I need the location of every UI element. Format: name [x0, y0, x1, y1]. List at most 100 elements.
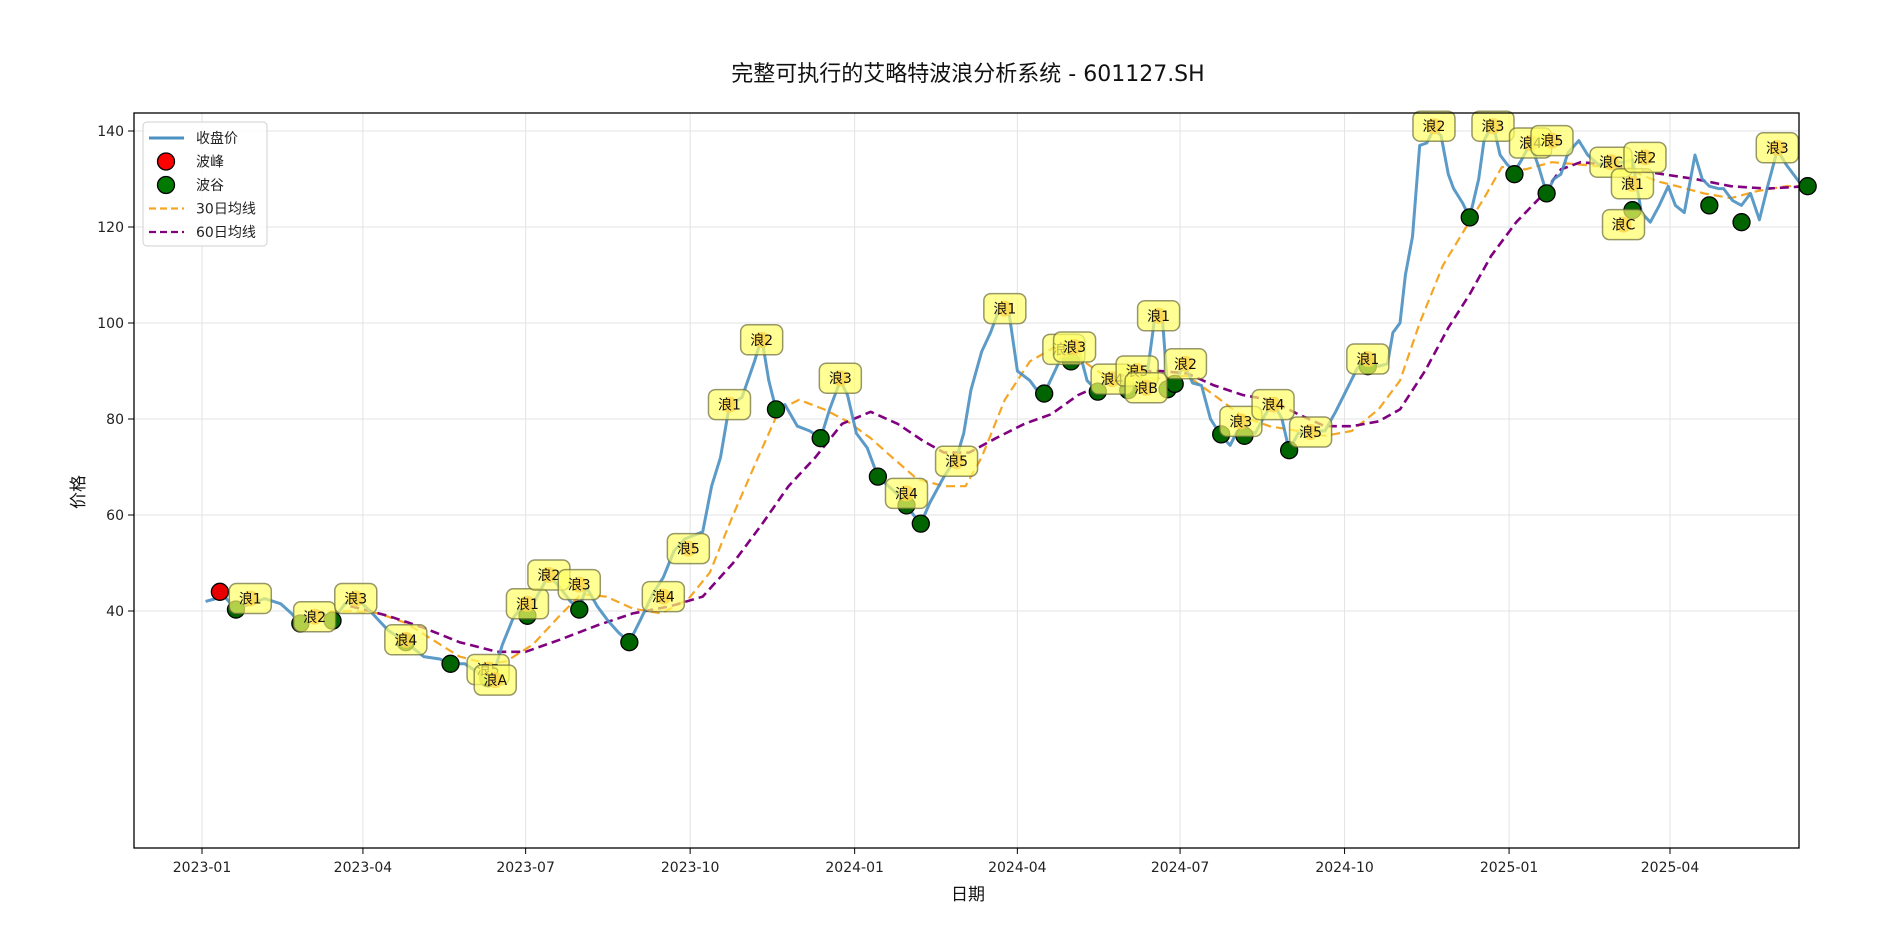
- wave-label-box: [1601, 208, 1646, 241]
- wave-label-box: [1530, 124, 1574, 157]
- wave-label: 浪2: [739, 324, 784, 356]
- legend-label: 60日均线: [196, 225, 256, 241]
- wave-label-box: [707, 388, 752, 421]
- wave-label-text: 浪5: [677, 542, 700, 558]
- wave-label-box: [292, 601, 337, 633]
- y-tick-label: 80: [106, 412, 124, 428]
- trough-marker: [570, 600, 589, 619]
- wave-label: 浪5: [934, 445, 979, 477]
- wave-label-box: [1755, 132, 1800, 164]
- wave-label: 浪1: [1136, 300, 1181, 332]
- trough-marker: [1700, 196, 1719, 215]
- wave-label: 浪1: [707, 388, 752, 421]
- wave-label-box: [1471, 110, 1515, 142]
- wave-label-text: 浪B: [1134, 381, 1158, 397]
- wave-label: 浪3: [1755, 132, 1800, 164]
- wave-label-box: [1163, 348, 1208, 380]
- x-tick-label: 2024-04: [988, 860, 1047, 876]
- wave-label-text: 浪3: [344, 592, 367, 608]
- wave-label-box: [1219, 405, 1263, 438]
- x-tick-label: 2024-10: [1315, 860, 1374, 876]
- legend-label: 波谷: [196, 178, 224, 194]
- wave-label-box: [739, 324, 784, 356]
- trough-marker: [441, 654, 460, 673]
- wave-label-text: 浪1: [239, 592, 262, 608]
- wave-label-text: 浪1: [516, 597, 539, 613]
- wave-label: 浪3: [1052, 331, 1097, 363]
- wave-label-text: 浪5: [1541, 134, 1564, 150]
- axes-frame: [133, 112, 1800, 849]
- wave-label-text: 浪1: [1621, 177, 1644, 193]
- wave-label-box: [1623, 141, 1667, 174]
- wave-label-text: 浪2: [1423, 119, 1446, 135]
- wave-label-box: [641, 580, 686, 613]
- x-axis-label: 日期: [951, 885, 985, 905]
- y-tick-label: 60: [106, 508, 124, 524]
- wave-label-box: [557, 568, 602, 601]
- wave-label: 浪B: [1124, 372, 1168, 404]
- wave-label-box: [334, 582, 378, 615]
- trough-marker: [868, 467, 888, 486]
- trough-marker: [766, 400, 786, 419]
- wave-label: 浪C: [1601, 208, 1646, 241]
- trough-marker: [1035, 384, 1054, 403]
- wave-label-text: 浪C: [1612, 218, 1636, 234]
- wave-label: 浪4: [1251, 388, 1295, 421]
- chart-title: 完整可执行的艾略特波浪分析系统 - 601127.SH: [731, 62, 1204, 87]
- legend-marker-icon: [156, 152, 176, 171]
- wave-label-box: [1346, 343, 1390, 375]
- y-tick-label: 120: [97, 220, 124, 236]
- wave-label-box: [983, 292, 1027, 325]
- wave-label: 浪5: [666, 532, 711, 565]
- legend-ma60: 60日均线: [149, 225, 256, 241]
- trough-marker: [911, 514, 930, 533]
- wave-label-text: 浪3: [1229, 414, 1252, 430]
- wave-label-text: 浪1: [718, 398, 741, 414]
- x-tick-label: 2023-04: [334, 860, 393, 876]
- wave-label: 浪1: [1346, 343, 1390, 375]
- grid-lines: [134, 113, 1799, 848]
- trough-marker: [1460, 208, 1479, 227]
- x-tick-label: 2023-01: [173, 860, 232, 876]
- x-tick-label: 2023-10: [661, 860, 720, 876]
- wave-label-box: [818, 362, 863, 394]
- wave-label-box: [1251, 388, 1295, 421]
- wave-label: 浪5: [1288, 416, 1333, 448]
- wave-label: 浪4: [384, 624, 428, 656]
- wave-label: 浪4: [641, 580, 686, 613]
- x-tick-label: 2024-01: [825, 860, 884, 876]
- x-tick-label: 2023-07: [496, 860, 555, 876]
- wave-label: 浪1: [1610, 168, 1655, 200]
- wave-label-text: 浪3: [1063, 340, 1086, 356]
- y-tick-label: 40: [106, 604, 124, 620]
- wave-label-text: 浪3: [829, 371, 852, 387]
- x-axis-ticks: 2023-01 2023-04 2023-07 2023-10 2024-01 2024-…: [173, 848, 1700, 876]
- legend-trough: 波谷: [156, 175, 224, 195]
- wave-label: 浪2: [1163, 348, 1208, 380]
- y-tick-label: 100: [97, 316, 124, 332]
- wave-label: 浪4: [884, 477, 929, 510]
- wave-label-box: [666, 532, 711, 565]
- wave-label-box: [505, 588, 550, 620]
- wave-label: 浪2: [1623, 141, 1667, 174]
- wave-label-text: 浪4: [652, 590, 675, 606]
- wave-label: 浪5: [1530, 124, 1574, 157]
- legend-label: 波峰: [196, 155, 224, 171]
- wave-label: 浪3: [1471, 110, 1515, 142]
- wave-label-box: [1052, 331, 1097, 363]
- legend-peak: 波峰: [156, 152, 224, 171]
- wave-label-text: 浪4: [394, 633, 417, 649]
- wave-label-text: 浪1: [1356, 352, 1379, 368]
- legend-close-price: 收盘价: [149, 130, 238, 147]
- wave-label-text: 浪5: [1299, 425, 1322, 441]
- wave-label-box: [473, 664, 517, 696]
- x-tick-label: 2025-01: [1480, 860, 1539, 876]
- wave-label-text: 浪4: [1262, 398, 1285, 414]
- x-tick-label: 2025-04: [1641, 860, 1700, 876]
- peak-marker: [210, 582, 230, 601]
- trough-marker: [1505, 165, 1524, 184]
- legend-label: 30日均线: [196, 202, 256, 218]
- y-tick-label: 140: [97, 124, 124, 140]
- wave-label-text: 浪C: [1599, 155, 1623, 171]
